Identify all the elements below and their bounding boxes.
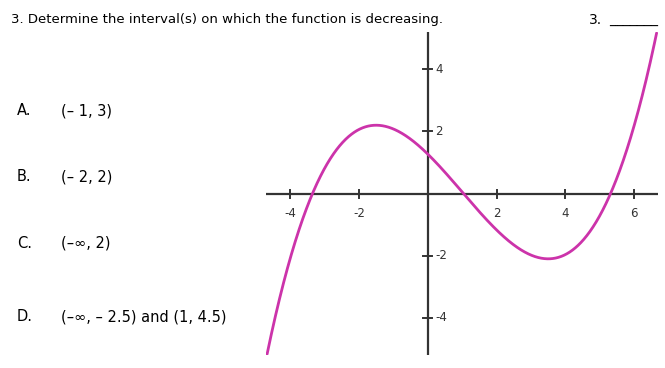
Text: (– 2, 2): (– 2, 2) (61, 169, 113, 184)
Text: B.: B. (17, 169, 31, 184)
Text: _______: _______ (609, 13, 658, 27)
Text: 3.: 3. (589, 13, 602, 27)
Text: -2: -2 (436, 249, 447, 262)
Text: (–∞, 2): (–∞, 2) (61, 236, 111, 251)
Text: 2: 2 (493, 206, 500, 220)
Text: A.: A. (17, 103, 31, 118)
Text: (–∞, – 2.5) and (1, 4.5): (–∞, – 2.5) and (1, 4.5) (61, 309, 227, 324)
Text: 4: 4 (562, 206, 569, 220)
Text: 2: 2 (436, 125, 443, 138)
Text: -2: -2 (353, 206, 365, 220)
Text: 6: 6 (630, 206, 638, 220)
Text: -4: -4 (436, 311, 447, 324)
Text: C.: C. (17, 236, 32, 251)
Text: (– 1, 3): (– 1, 3) (61, 103, 112, 118)
Text: -4: -4 (284, 206, 296, 220)
Text: 4: 4 (436, 63, 443, 76)
Text: D.: D. (17, 309, 33, 324)
Text: 3. Determine the interval(s) on which the function is decreasing.: 3. Determine the interval(s) on which th… (11, 13, 443, 26)
